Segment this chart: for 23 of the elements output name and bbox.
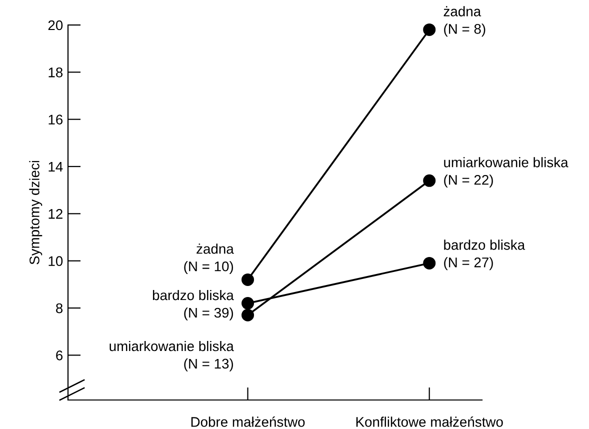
annotation: żadna (N = 8) xyxy=(444,6,486,37)
annotation: bardzo bliska (N = 27) xyxy=(444,240,526,270)
annotation: umiarkowanie bliska (N = 22) xyxy=(444,157,568,188)
y-tick-label: 12 xyxy=(48,209,62,219)
y-tick-label: 6 xyxy=(56,350,63,360)
point xyxy=(242,273,254,286)
annotation: żadna (N = 10) xyxy=(184,244,234,274)
y-tick-label: 14 xyxy=(48,162,63,172)
y-tick-label: 8 xyxy=(56,303,63,314)
y-axis-title: Symptomy dzieci xyxy=(29,160,42,264)
y-tick-label: 20 xyxy=(48,20,63,30)
annotation: bardzo bliska (N = 39) xyxy=(152,290,234,320)
x-tick-label: Dobre małżeństwo xyxy=(191,416,305,427)
point xyxy=(242,297,254,310)
point xyxy=(423,256,436,270)
point xyxy=(423,23,436,36)
y-tick-label: 10 xyxy=(48,256,63,266)
point xyxy=(242,308,254,322)
annotation: umiarkowanie bliska (N = 13) xyxy=(110,340,234,372)
y-tick-label: 16 xyxy=(48,114,63,125)
y-tick-label: 18 xyxy=(48,68,63,78)
x-tick-label: Konfliktowe małżeństwo xyxy=(356,416,503,427)
point xyxy=(423,174,436,187)
